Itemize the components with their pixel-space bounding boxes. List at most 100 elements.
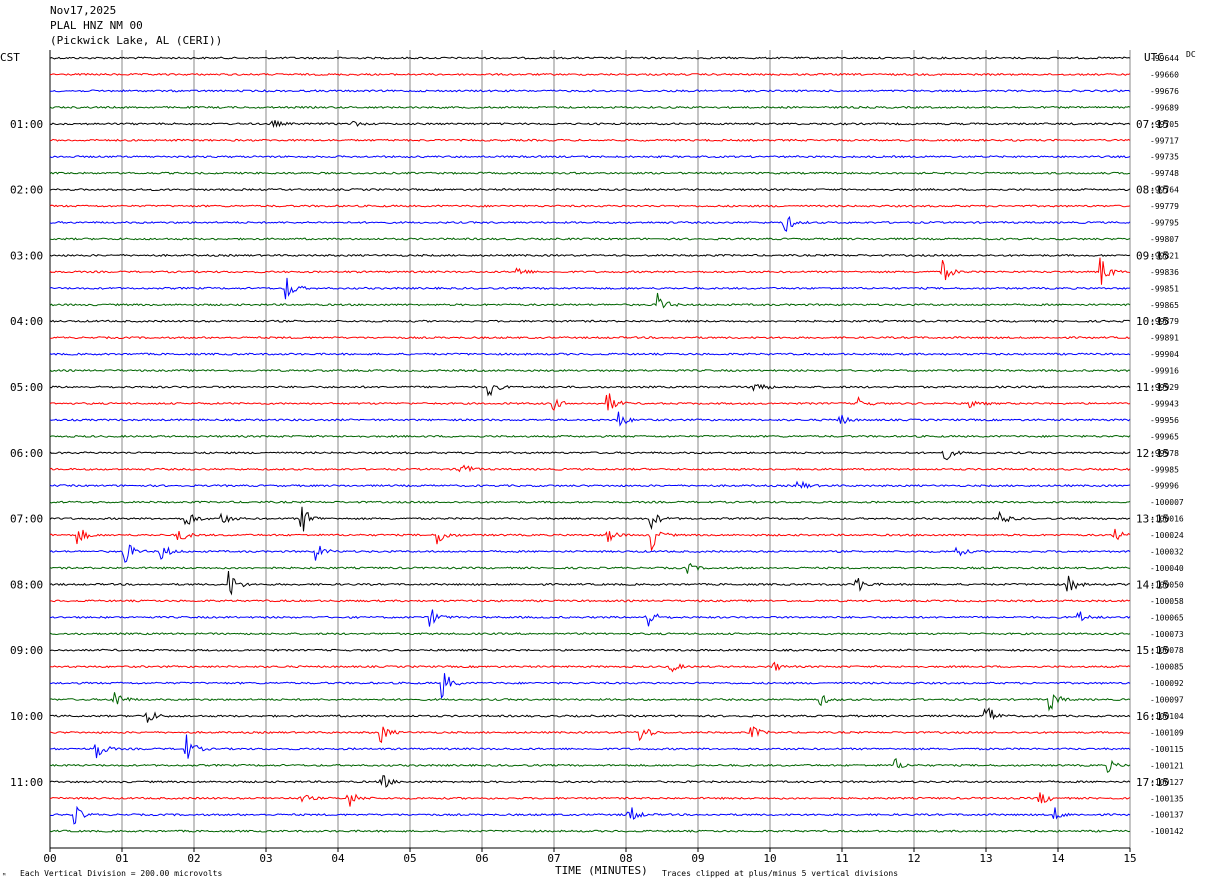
dc-offset-label: -99985 [1150, 465, 1179, 474]
clip-note: Traces clipped at plus/minus 5 vertical … [662, 869, 898, 878]
dc-offset-label: -99916 [1150, 367, 1179, 376]
cst-axis-label: CST [0, 51, 20, 64]
seismic-trace [49, 726, 1131, 744]
seismic-trace [49, 368, 1131, 373]
seismic-trace [49, 72, 1131, 77]
cst-hour-label: 03:00 [10, 249, 43, 262]
seismic-trace [49, 673, 1131, 700]
dc-offset-label: -99943 [1150, 399, 1179, 408]
seismic-trace [49, 204, 1131, 208]
dc-offset-label: -100016 [1150, 515, 1184, 524]
seismic-trace [49, 480, 1131, 489]
station-code: PLAL HNZ NM 00 [50, 19, 143, 32]
dc-offset-label: -99836 [1150, 268, 1179, 277]
corner-mark: ᴹ [2, 872, 6, 880]
x-axis-title: TIME (MINUTES) [555, 864, 648, 877]
cst-hour-label: 10:00 [10, 710, 43, 723]
cst-hour-label: 06:00 [10, 447, 43, 460]
cst-hour-label: 01:00 [10, 118, 43, 131]
seismic-trace [49, 775, 1131, 788]
x-tick-label: 08 [619, 852, 632, 865]
seismic-trace [49, 464, 1131, 473]
dc-offset-label: -100121 [1150, 761, 1184, 770]
seismic-trace [49, 500, 1131, 504]
dc-offset-label: -100092 [1150, 679, 1184, 688]
x-tick-label: 05 [403, 852, 416, 865]
x-tick-label: 13 [979, 852, 992, 865]
dc-offset-label: -99851 [1150, 284, 1179, 293]
dc-offset-label: -100142 [1150, 827, 1184, 836]
utc-hour-label: 12:15 [1136, 447, 1169, 460]
dc-offset-label: -99689 [1150, 103, 1179, 112]
seismic-trace [49, 383, 1131, 397]
dc-offset-label: -99748 [1150, 169, 1179, 178]
x-tick-label: 02 [187, 852, 200, 865]
x-tick-label: 00 [43, 852, 56, 865]
dc-offset-label: -100127 [1150, 778, 1184, 787]
dc-offset-label: -100085 [1150, 663, 1184, 672]
seismic-trace [49, 562, 1131, 574]
dc-offset-label: -100040 [1150, 564, 1184, 573]
dc-offset-label: -100135 [1150, 794, 1184, 803]
x-tick-label: 10 [763, 852, 776, 865]
dc-label: DC [1186, 50, 1196, 59]
dc-offset-label: -99978 [1150, 449, 1179, 458]
seismic-trace [49, 757, 1131, 773]
seismic-trace [49, 215, 1131, 232]
dc-offset-label: -100007 [1150, 498, 1184, 507]
seismic-trace [49, 105, 1131, 109]
utc-hour-label: 07:15 [1136, 118, 1169, 131]
dc-offset-label: -100097 [1150, 696, 1184, 705]
dc-offset-label: -99865 [1150, 301, 1179, 310]
x-tick-label: 03 [259, 852, 272, 865]
seismic-trace [49, 648, 1131, 652]
dc-offset-label: -99764 [1150, 186, 1179, 195]
dc-offset-label: -100104 [1150, 712, 1184, 721]
plot-date: Nov17,2025 [50, 4, 117, 17]
utc-hour-label: 10:15 [1136, 315, 1169, 328]
dc-offset-label: -99904 [1150, 350, 1179, 359]
seismic-trace [49, 393, 1131, 412]
seismic-trace [49, 120, 1131, 129]
cst-hour-label: 11:00 [10, 776, 43, 789]
dc-offset-label: -99705 [1150, 120, 1179, 129]
dc-offset-label: -99717 [1150, 136, 1179, 145]
dc-offset-label: -99644 [1150, 54, 1179, 63]
seismic-trace [49, 56, 1131, 60]
dc-offset-label: -100058 [1150, 597, 1184, 606]
seismic-trace [49, 609, 1131, 627]
dc-offset-label: -99879 [1150, 317, 1179, 326]
dc-offset-label: -100073 [1150, 630, 1184, 639]
x-tick-label: 15 [1123, 852, 1136, 865]
seismic-trace [50, 661, 1131, 673]
seismic-trace [49, 257, 1131, 285]
dc-offset-label: -99660 [1150, 70, 1179, 79]
seismic-trace [49, 336, 1131, 340]
seismic-trace [49, 253, 1131, 257]
cst-hour-label: 07:00 [10, 513, 43, 526]
seismic-trace [49, 237, 1131, 241]
dc-offset-label: -99965 [1150, 432, 1179, 441]
seismic-trace [49, 187, 1131, 192]
utc-hour-label: 09:15 [1136, 249, 1169, 262]
seismic-trace [50, 599, 1131, 603]
cst-hour-label: 02:00 [10, 184, 43, 197]
dc-offset-label: -99891 [1150, 334, 1179, 343]
seismic-trace [49, 171, 1131, 175]
dc-offset-label: -99821 [1150, 251, 1179, 260]
dc-offset-label: -99795 [1150, 219, 1179, 228]
seismic-trace [49, 792, 1131, 807]
dc-offset-label: -100137 [1150, 811, 1184, 820]
dc-offset-label: -99807 [1150, 235, 1179, 244]
x-tick-label: 14 [1051, 852, 1065, 865]
utc-hour-label: 11:15 [1136, 381, 1169, 394]
seismic-trace [49, 707, 1131, 723]
x-tick-label: 04 [331, 852, 345, 865]
utc-hour-label: 16:15 [1136, 710, 1169, 723]
dc-offset-label: -100065 [1150, 613, 1184, 622]
seismic-trace [49, 352, 1131, 356]
cst-hour-label: 05:00 [10, 381, 43, 394]
utc-hour-label: 15:15 [1136, 644, 1169, 657]
seismic-trace [49, 138, 1131, 142]
